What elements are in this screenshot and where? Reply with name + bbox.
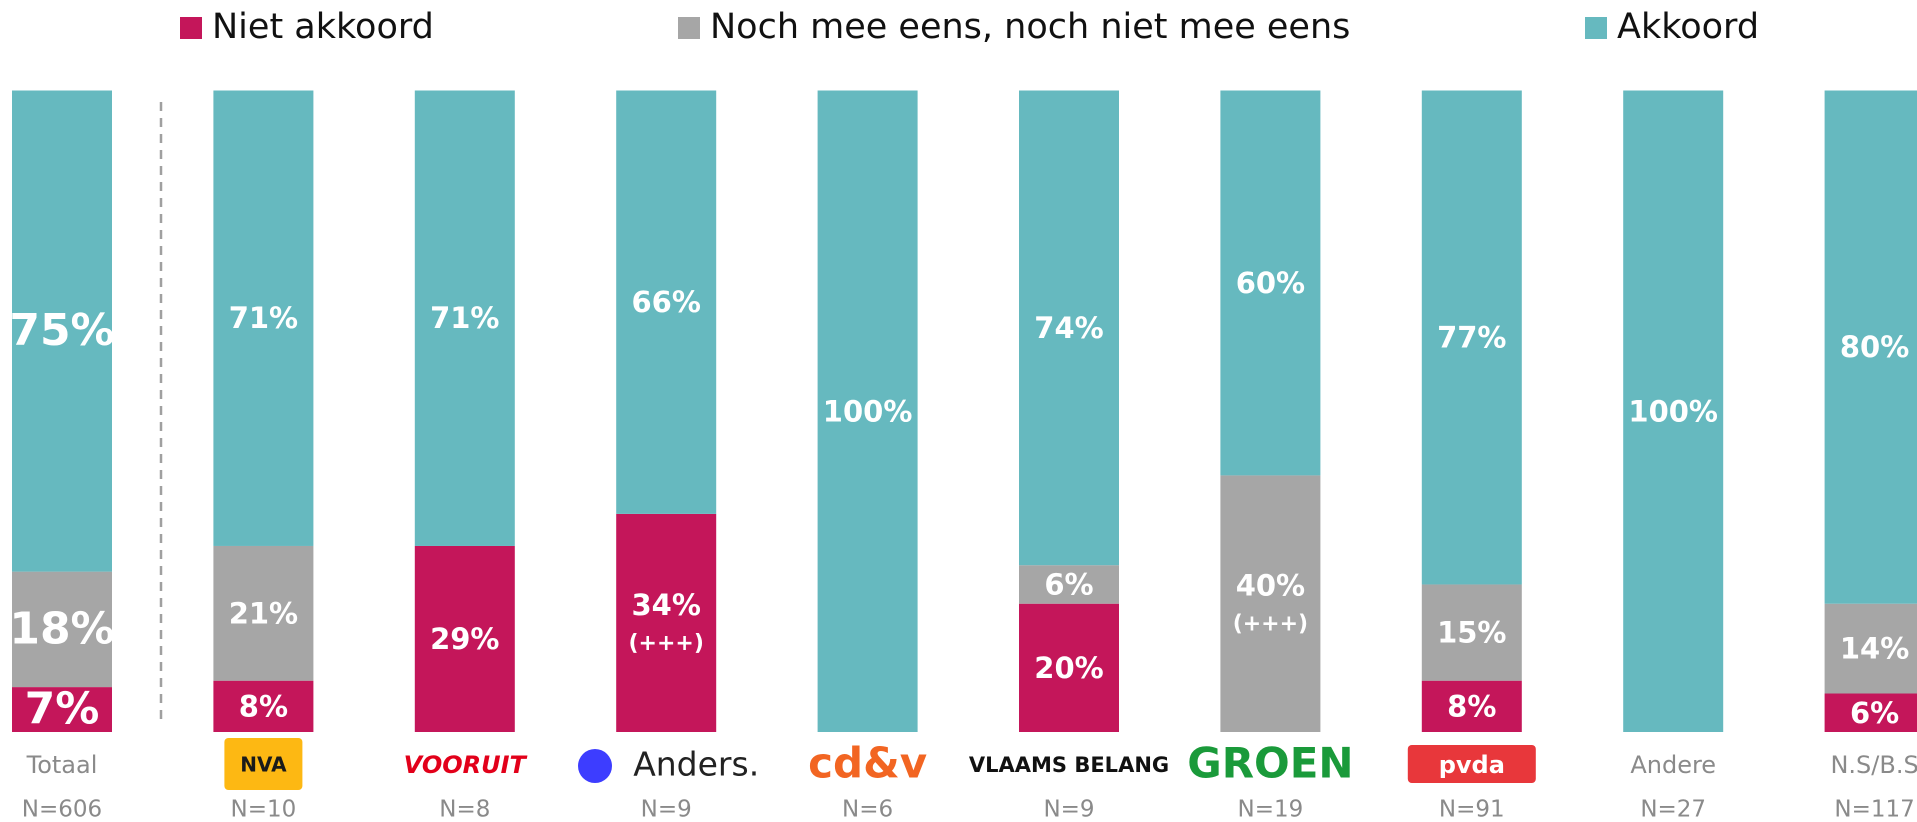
category-label: Anders. [633,745,759,784]
n-label: N=91 [1439,797,1505,822]
bar-segment [12,90,112,572]
category-label: cd&v [808,739,927,788]
legend-label: Niet akkoord [212,7,434,47]
bar-segment [1421,680,1522,732]
value-label: 40% [1236,569,1305,603]
value-label: 60% [1236,266,1305,300]
n-label: N=606 [22,797,102,822]
bar-segment [213,90,314,546]
value-label: 8% [1447,689,1496,723]
value-label: 6% [1850,696,1899,730]
legend-label: Noch mee eens, noch niet mee eens [710,7,1350,47]
value-label: 15% [1437,616,1506,650]
category-label: Totaal [26,751,98,779]
logo-box [224,738,303,790]
value-label: 74% [1034,311,1103,345]
bar-segment [1220,90,1321,476]
bar-segment [1623,90,1724,732]
value-label: 77% [1437,320,1506,354]
bar-segment [1019,565,1119,604]
value-label: 8% [239,689,288,723]
value-label: 100% [823,394,913,428]
anders-logo-dot [578,749,612,783]
legend-label: Akkoord [1617,7,1759,47]
logo-box [1407,745,1536,783]
value-label: 14% [1840,632,1909,666]
category-label: Andere [1630,751,1716,779]
legend-swatch [678,17,700,39]
bar-segment [12,571,112,688]
bar-segment [1824,90,1917,604]
bar-segment [1421,584,1522,681]
bar-segment [414,545,515,732]
bar-segment [1421,90,1522,585]
bar-segment [12,687,112,732]
category-label: VOORUIT [404,751,528,779]
value-label: 6% [1044,567,1093,601]
n-label: N=9 [641,797,692,822]
bar-segment [213,545,314,681]
bar-segment [817,90,918,732]
bar-segment [1019,90,1119,566]
bar-segment [1824,603,1917,694]
annotation: (+++) [1233,612,1308,637]
bar-segment [616,513,717,732]
n-label: N=27 [1640,797,1706,822]
value-label: 21% [229,596,298,630]
n-label: N=9 [1043,797,1094,822]
value-label: 34% [631,588,700,622]
n-label: N=19 [1238,797,1304,822]
category-label: VLAAMS BELANG [969,753,1169,777]
value-label: 18% [9,603,114,654]
category-label: NVA [240,753,287,777]
value-label: 71% [430,301,499,335]
legend-swatch [1585,17,1607,39]
n-label: N=10 [231,797,297,822]
category-label: N.S/B.S [1830,751,1917,779]
legend-swatch [180,17,202,39]
value-label: 29% [430,622,499,656]
bar-segment [414,90,515,546]
bar-segment [1824,693,1917,732]
value-label: 66% [631,285,700,319]
value-label: 100% [1628,394,1718,428]
annotation: (+++) [628,631,703,656]
n-label: N=117 [1834,797,1914,822]
value-label: 7% [25,684,100,735]
bar-segment [1019,603,1119,732]
bar-segment [1220,475,1321,732]
n-label: N=8 [439,797,490,822]
category-label: pvda [1439,751,1505,779]
category-label: GROEN [1187,739,1353,788]
value-label: 20% [1034,651,1103,685]
value-label: 71% [229,301,298,335]
value-label: 75% [9,305,114,356]
n-label: N=6 [842,797,893,822]
bar-segment [616,90,717,514]
value-label: 80% [1840,330,1909,364]
bar-segment [213,680,314,732]
